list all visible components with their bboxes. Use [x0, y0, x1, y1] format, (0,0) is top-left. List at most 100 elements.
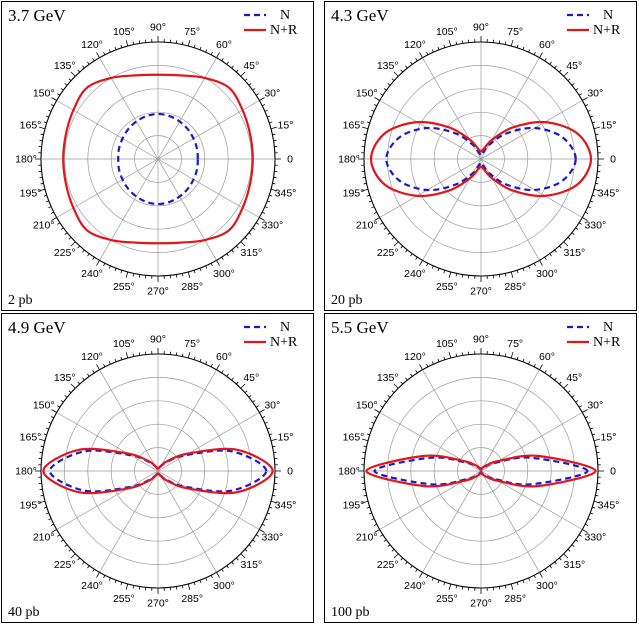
minor-tick: [380, 534, 384, 537]
minor-tick: [255, 93, 259, 96]
minor-tick: [226, 373, 229, 377]
minor-tick: [181, 353, 184, 357]
minor-tick: [40, 445, 44, 448]
scale-label: 40 pb: [8, 605, 40, 620]
angle-tick-label: 270°: [147, 286, 169, 298]
minor-tick: [60, 539, 64, 542]
major-tick: [259, 529, 265, 533]
minor-tick: [533, 575, 536, 579]
minor-tick: [205, 265, 208, 269]
major-tick: [374, 97, 380, 101]
minor-tick: [391, 390, 395, 394]
major-tick: [362, 438, 369, 442]
angle-tick-label: 315°: [240, 247, 262, 259]
angle-tick-label: 150°: [356, 88, 378, 100]
angle-tick-label: 210°: [33, 220, 55, 232]
angle-tick-label: 315°: [563, 247, 585, 259]
major-tick: [187, 40, 191, 47]
major-tick: [259, 97, 265, 101]
minor-tick: [114, 46, 117, 50]
angle-tick-label: 90°: [473, 22, 489, 34]
minor-tick: [415, 568, 418, 572]
minor-tick: [575, 88, 579, 91]
scale-label: 2 pb: [8, 293, 33, 308]
angle-tick-label: 45°: [566, 372, 582, 384]
minor-tick: [437, 580, 440, 584]
minor-tick: [269, 433, 273, 436]
angle-tick-label: 0: [610, 154, 616, 166]
minor-tick: [587, 421, 591, 424]
minor-tick: [235, 69, 239, 73]
major-tick: [582, 409, 588, 413]
major-tick: [593, 126, 600, 130]
minor-tick: [558, 381, 562, 385]
minor-tick: [366, 121, 370, 124]
angle-tick-label: 285°: [181, 281, 203, 293]
minor-tick: [45, 427, 49, 430]
major-tick: [448, 271, 452, 278]
minor-tick: [368, 427, 372, 430]
minor-tick: [522, 358, 525, 362]
minor-tick: [567, 548, 571, 552]
minor-tick: [383, 227, 387, 230]
minor-tick: [595, 445, 599, 448]
minor-tick: [264, 206, 268, 209]
major-tick: [51, 409, 57, 413]
angle-tick-label: 45°: [243, 60, 259, 72]
minor-tick: [221, 568, 224, 572]
minor-tick: [578, 93, 582, 96]
major-tick: [270, 438, 277, 442]
legend-label: N+R: [593, 335, 621, 350]
angle-tick-label: 75°: [184, 338, 200, 350]
minor-tick: [554, 377, 557, 381]
minor-tick: [226, 61, 229, 65]
minor-tick: [571, 232, 575, 235]
minor-tick: [120, 270, 123, 274]
minor-tick: [64, 83, 68, 86]
minor-tick: [431, 577, 434, 581]
minor-tick: [590, 115, 594, 118]
angle-tick-label: 150°: [356, 400, 378, 412]
minor-tick: [585, 211, 589, 214]
series-n-curve: [117, 112, 199, 206]
angle-tick-label: 45°: [566, 60, 582, 72]
angle-tick-label: 255°: [436, 593, 458, 605]
angle-tick-label: 195°: [343, 188, 365, 200]
angle-tick-label: 300°: [536, 268, 558, 280]
angle-tick-label: 270°: [470, 286, 492, 298]
minor-tick: [426, 575, 429, 579]
angle-tick-label: 255°: [436, 281, 458, 293]
angle-tick-label: 135°: [54, 372, 76, 384]
minor-tick: [132, 41, 135, 45]
minor-tick: [366, 506, 370, 509]
minor-tick: [371, 109, 375, 112]
major-tick: [270, 126, 277, 130]
angle-tick-label: 330°: [261, 220, 283, 232]
minor-tick: [264, 109, 268, 112]
major-tick: [448, 40, 452, 47]
minor-tick: [410, 61, 413, 65]
minor-tick: [82, 561, 85, 565]
major-tick: [510, 583, 514, 590]
minor-tick: [410, 565, 413, 569]
minor-tick: [391, 548, 395, 552]
major-tick: [70, 241, 76, 247]
minor-tick: [108, 49, 111, 53]
minor-tick: [549, 61, 552, 65]
angle-tick-label: 165°: [343, 119, 365, 131]
angle-tick-label: 120°: [81, 39, 103, 51]
minor-tick: [363, 133, 367, 136]
minor-tick: [410, 373, 413, 377]
minor-tick: [366, 194, 370, 197]
angle-tick-label: 75°: [507, 26, 523, 38]
minor-tick: [199, 268, 202, 272]
polar-plot-2: 0 15° 30° 45° 60° 75° 90° 105° 120° 135° 150° 165° 1…: [331, 6, 621, 308]
angle-tick-label: 225°: [54, 559, 76, 571]
minor-tick: [87, 565, 90, 569]
minor-tick: [120, 582, 123, 586]
minor-tick: [262, 211, 266, 214]
major-tick: [96, 364, 100, 370]
minor-tick: [120, 356, 123, 360]
minor-tick: [504, 585, 507, 589]
minor-tick: [252, 400, 256, 403]
